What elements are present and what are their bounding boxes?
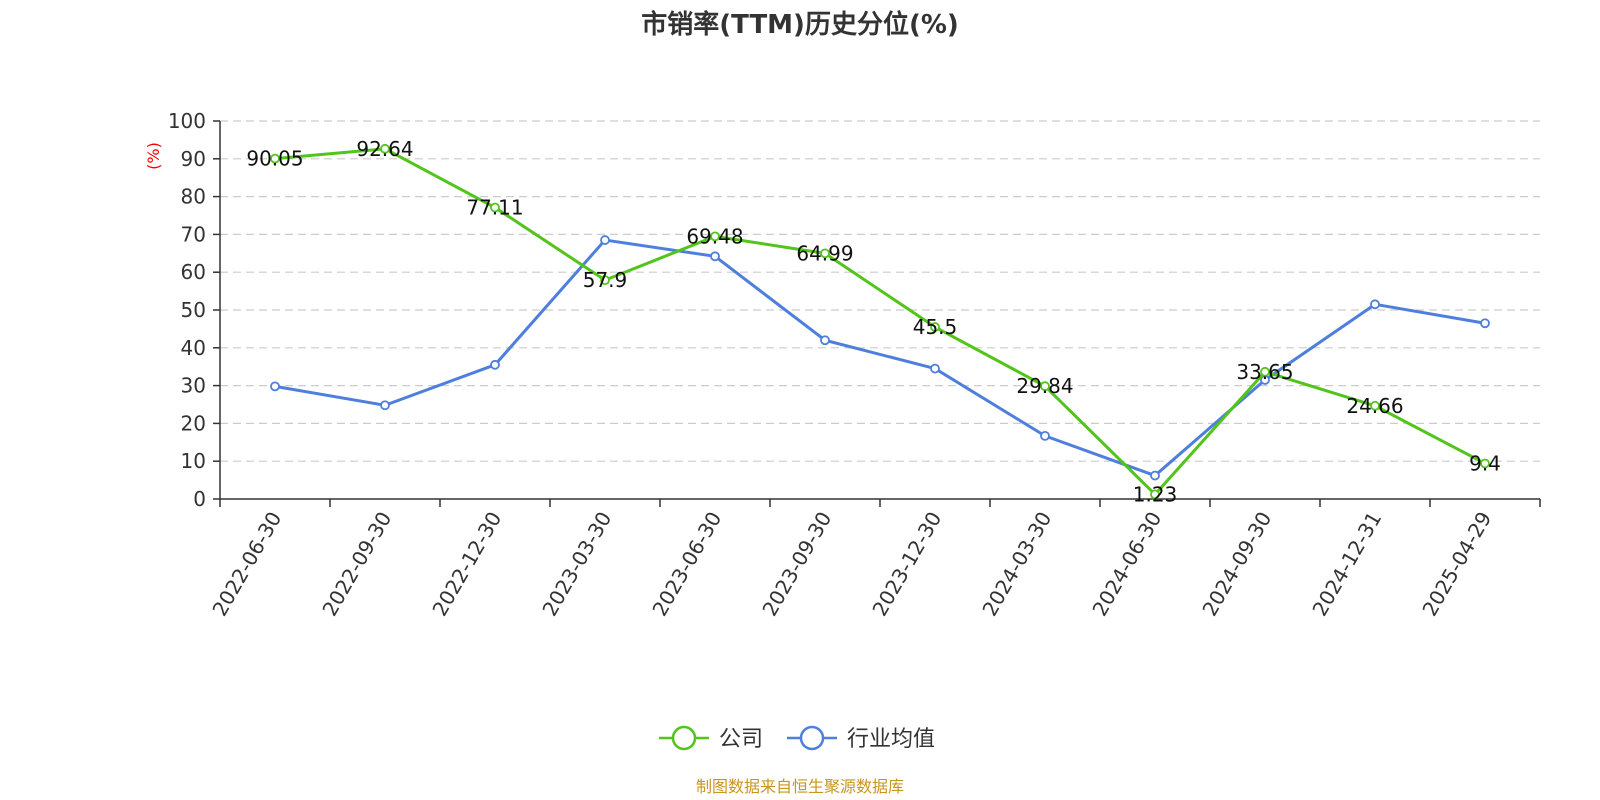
y-tick-label: 50 bbox=[181, 298, 206, 322]
data-point-series-1[interactable] bbox=[710, 251, 720, 262]
data-point-series-0[interactable] bbox=[490, 202, 500, 213]
x-tick-label: 2024-12-31 bbox=[1307, 508, 1386, 621]
legend-item-industry-average[interactable]: 行业均值 bbox=[787, 725, 935, 752]
data-point-series-1[interactable] bbox=[820, 335, 830, 346]
chart-title: 市销率(TTM)历史分位(%) bbox=[641, 9, 959, 40]
data-label-company: 45.5 bbox=[913, 315, 958, 339]
data-point-series-1[interactable] bbox=[1150, 470, 1160, 481]
legend-company-label: 公司 bbox=[719, 727, 763, 752]
x-tick-label: 2024-09-30 bbox=[1197, 508, 1276, 621]
data-point-series-0[interactable] bbox=[1040, 381, 1050, 392]
series-lines bbox=[270, 143, 1490, 500]
data-label-company: 92.64 bbox=[356, 137, 413, 161]
y-tick-label: 60 bbox=[181, 260, 206, 284]
series-line-1 bbox=[274, 238, 1486, 478]
data-label-company: 29.84 bbox=[1016, 374, 1073, 398]
data-source-footer: 制图数据来自恒生聚源数据库 bbox=[696, 777, 904, 796]
data-point-series-1[interactable] bbox=[1370, 299, 1380, 310]
x-tick-label: 2022-09-30 bbox=[317, 508, 396, 621]
axes: 0 10 20 30 40 50 60 70 80 90 100 2022-06-30 2022-09-… bbox=[168, 109, 1541, 621]
legend-item-company[interactable]: 公司 bbox=[659, 725, 763, 752]
y-axis-unit-label: (%) bbox=[144, 142, 163, 170]
data-label-company: 9.4 bbox=[1469, 451, 1501, 475]
data-label-company: 77.11 bbox=[466, 196, 523, 220]
y-tick-label: 40 bbox=[181, 336, 206, 360]
data-label-company: 64.99 bbox=[796, 241, 853, 265]
x-tick-label: 2023-12-30 bbox=[867, 508, 946, 621]
data-point-series-1[interactable] bbox=[600, 235, 610, 245]
data-point-series-0[interactable] bbox=[600, 275, 610, 286]
data-point-series-1[interactable] bbox=[380, 400, 390, 411]
data-label-company: 1.23 bbox=[1133, 482, 1178, 506]
x-tick-label: 2023-03-30 bbox=[537, 508, 616, 621]
y-tick-label: 100 bbox=[168, 109, 206, 133]
x-tick-label: 2023-09-30 bbox=[757, 508, 836, 621]
data-point-series-0[interactable] bbox=[380, 143, 390, 154]
data-point-series-1[interactable] bbox=[490, 359, 500, 370]
data-point-series-1[interactable] bbox=[1040, 430, 1050, 441]
series-line-0 bbox=[274, 147, 1486, 496]
y-tick-label: 0 bbox=[193, 487, 206, 511]
data-label-company: 33.65 bbox=[1236, 360, 1293, 384]
legend-industry-average-label: 行业均值 bbox=[847, 727, 935, 752]
data-point-series-0[interactable] bbox=[710, 231, 720, 242]
data-label-company: 57.9 bbox=[583, 268, 628, 292]
x-tick-label: 2025-04-29 bbox=[1417, 508, 1496, 621]
legend-company-marker bbox=[671, 725, 697, 751]
y-tick-label: 90 bbox=[181, 147, 206, 171]
data-label-company: 69.48 bbox=[686, 224, 743, 248]
data-point-series-0[interactable] bbox=[1370, 400, 1380, 411]
data-point-series-0[interactable] bbox=[820, 248, 830, 259]
x-tick-label: 2022-06-30 bbox=[207, 508, 286, 621]
data-point-series-1[interactable] bbox=[1480, 318, 1490, 329]
y-tick-label: 30 bbox=[181, 374, 206, 398]
x-tick-label: 2024-06-30 bbox=[1087, 508, 1166, 621]
data-point-series-0[interactable] bbox=[1480, 458, 1490, 469]
x-tick-label: 2023-06-30 bbox=[647, 508, 726, 621]
legend[interactable]: 公司 行业均值 bbox=[659, 725, 935, 752]
data-labels: 90.05 92.64 77.11 57.9 69.48 64.99 45.5 29.84 1.… bbox=[246, 137, 1501, 507]
y-tick-label: 10 bbox=[181, 449, 206, 473]
data-point-series-1[interactable] bbox=[930, 363, 940, 374]
data-point-series-0[interactable] bbox=[930, 322, 940, 332]
data-point-series-0[interactable] bbox=[1150, 489, 1160, 500]
x-tick-label: 2022-12-30 bbox=[427, 508, 506, 621]
data-point-series-1[interactable] bbox=[270, 381, 280, 392]
legend-industry-average-marker bbox=[799, 725, 825, 751]
data-point-series-0[interactable] bbox=[1260, 366, 1270, 377]
x-tick-label: 2024-03-30 bbox=[977, 508, 1056, 621]
y-tick-label: 20 bbox=[181, 411, 206, 435]
data-label-company: 24.66 bbox=[1346, 394, 1403, 418]
data-label-company: 90.05 bbox=[246, 147, 303, 171]
data-point-series-0[interactable] bbox=[270, 153, 280, 164]
y-tick-label: 80 bbox=[181, 185, 206, 209]
y-tick-label: 70 bbox=[181, 222, 206, 246]
